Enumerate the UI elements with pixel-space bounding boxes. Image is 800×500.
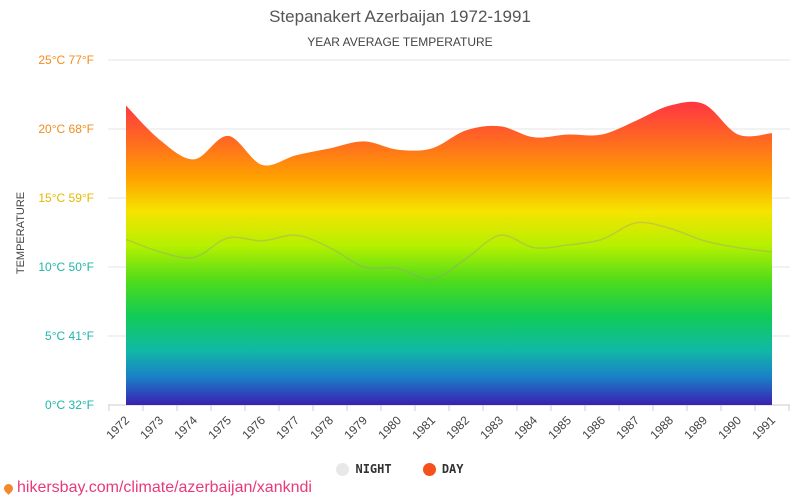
day-point[interactable]: [669, 104, 671, 106]
x-tick-label: 1977: [273, 413, 302, 442]
legend-day-label: DAY: [441, 462, 464, 476]
night-point[interactable]: [465, 258, 467, 260]
y-tick-label: 15°C 59°F: [38, 191, 94, 205]
x-tick-label: 1987: [613, 413, 642, 442]
day-point[interactable]: [125, 104, 127, 106]
day-point[interactable]: [329, 147, 331, 149]
series-night-area: [126, 222, 772, 405]
day-point[interactable]: [737, 133, 739, 135]
day-point[interactable]: [363, 140, 365, 142]
x-tick-label: 1985: [545, 413, 574, 442]
night-point[interactable]: [363, 266, 365, 268]
day-point[interactable]: [465, 129, 467, 131]
night-point[interactable]: [295, 234, 297, 236]
watermark-text: hikersbay.com/climate/azerbaijan/xankndi: [17, 479, 312, 496]
y-tick-label: 0°C 32°F: [45, 398, 94, 412]
night-point[interactable]: [567, 244, 569, 246]
day-point[interactable]: [771, 132, 773, 134]
night-point[interactable]: [635, 222, 637, 224]
y-axis-title: TEMPERATURE: [15, 192, 27, 274]
x-tick-label: 1988: [647, 413, 676, 442]
day-point[interactable]: [159, 139, 161, 141]
x-tick-label: 1981: [409, 413, 438, 442]
night-point[interactable]: [499, 234, 501, 236]
night-point[interactable]: [329, 246, 331, 248]
legend-night-label: NIGHT: [355, 462, 392, 476]
day-point[interactable]: [227, 135, 229, 137]
night-point[interactable]: [193, 256, 195, 258]
night-point[interactable]: [737, 246, 739, 248]
x-tick-label: 1990: [715, 413, 744, 442]
day-point[interactable]: [261, 164, 263, 166]
location-pin-icon: [2, 481, 15, 495]
day-point[interactable]: [431, 147, 433, 149]
day-point[interactable]: [499, 125, 501, 127]
day-point[interactable]: [635, 120, 637, 122]
x-tick-label: 1991: [749, 413, 778, 442]
chart-title: Stepanakert Azerbaijan 1972-1991: [269, 7, 531, 26]
night-point[interactable]: [159, 251, 161, 253]
night-point[interactable]: [261, 240, 263, 242]
y-tick-label: 10°C 50°F: [38, 260, 94, 274]
night-point[interactable]: [397, 267, 399, 269]
y-tick-label: 25°C 77°F: [38, 53, 94, 67]
x-tick-label: 1975: [205, 413, 234, 442]
x-tick-label: 1982: [443, 413, 472, 442]
y-tick-label: 20°C 68°F: [38, 122, 94, 136]
night-point[interactable]: [227, 237, 229, 239]
night-point[interactable]: [601, 238, 603, 240]
night-point[interactable]: [125, 238, 127, 240]
x-tick-label: 1984: [511, 413, 540, 442]
y-tick-label: 5°C 41°F: [45, 329, 94, 343]
legend-item-day[interactable]: DAY: [422, 462, 464, 476]
x-tick-label: 1986: [579, 413, 608, 442]
x-tick-label: 1976: [239, 413, 268, 442]
watermark[interactable]: hikersbay.com/climate/azerbaijan/xankndi: [2, 479, 312, 497]
night-point[interactable]: [669, 227, 671, 229]
day-point[interactable]: [193, 158, 195, 160]
day-point[interactable]: [703, 103, 705, 105]
x-tick-label: 1980: [375, 413, 404, 442]
day-point[interactable]: [533, 136, 535, 138]
legend-day-swatch: [422, 462, 436, 476]
series-night-line: [125, 221, 773, 281]
x-tick-label: 1974: [171, 413, 200, 442]
day-point[interactable]: [397, 149, 399, 151]
x-tick-label: 1978: [307, 413, 336, 442]
night-point[interactable]: [703, 240, 705, 242]
legend: NIGHT DAY: [0, 462, 800, 479]
legend-item-night[interactable]: NIGHT: [336, 462, 392, 476]
x-tick-label: 1983: [477, 413, 506, 442]
x-tick-label: 1989: [681, 413, 710, 442]
legend-night-swatch: [336, 462, 350, 476]
night-point[interactable]: [431, 278, 433, 280]
day-point[interactable]: [567, 133, 569, 135]
day-point[interactable]: [295, 154, 297, 156]
chart-subtitle: YEAR AVERAGE TEMPERATURE: [307, 35, 493, 49]
x-tick-label: 1973: [137, 413, 166, 442]
x-tick-label: 1972: [103, 413, 132, 442]
night-point[interactable]: [771, 251, 773, 253]
x-tick-label: 1979: [341, 413, 370, 442]
day-point[interactable]: [601, 133, 603, 135]
night-point[interactable]: [533, 246, 535, 248]
